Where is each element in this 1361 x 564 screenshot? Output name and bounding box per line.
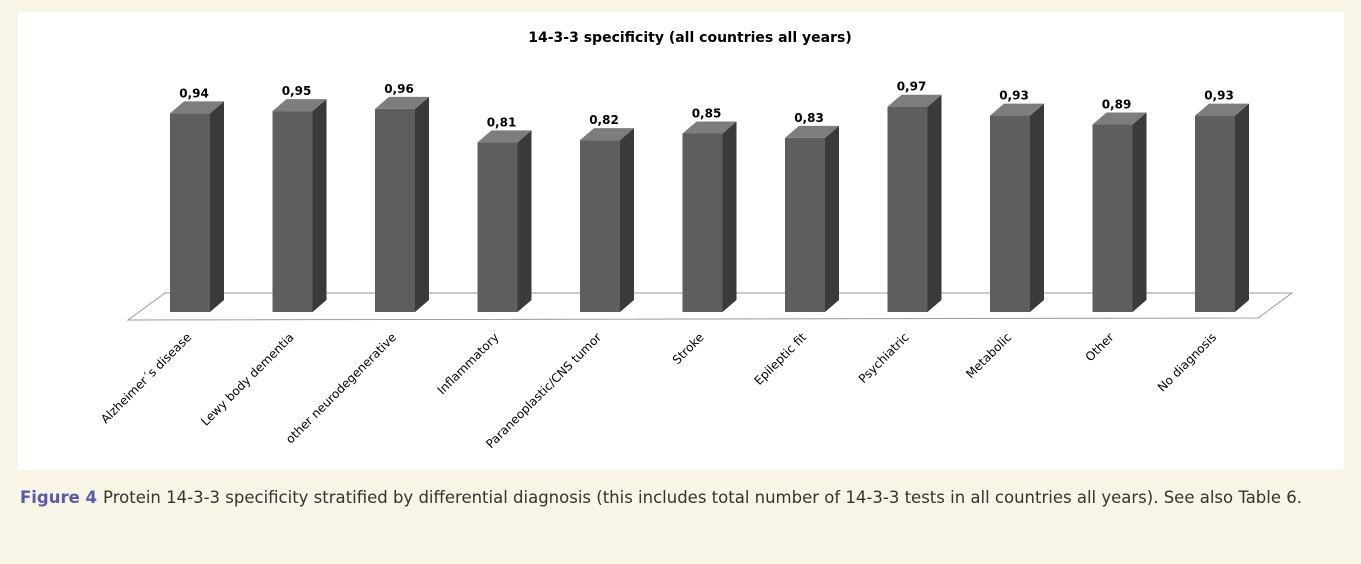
bar-side: [312, 99, 327, 313]
data-label: 0,93: [1204, 89, 1234, 103]
x-tick-label: Other: [1083, 330, 1117, 364]
bar: [785, 137, 825, 312]
bar: [375, 108, 415, 312]
bar-side: [210, 101, 224, 312]
bar-top: [990, 103, 1044, 116]
bar: [170, 113, 210, 312]
bar-top: [170, 101, 224, 114]
data-label: 0,85: [692, 106, 722, 120]
x-tick-label: No diagnosis: [1155, 330, 1219, 394]
bar-top: [887, 94, 942, 107]
bar: [1092, 124, 1133, 312]
data-label: 0,83: [794, 111, 824, 125]
x-tick-label: Alzheimer´s disease: [98, 330, 194, 426]
bar: [580, 140, 620, 312]
x-tick-label: Inflammatory: [435, 330, 502, 397]
data-label: 0,82: [589, 113, 619, 127]
data-label: 0,97: [897, 80, 927, 94]
bar: [887, 106, 928, 312]
bar-top: [1092, 112, 1147, 125]
bar-side: [927, 94, 942, 312]
bar-top: [580, 128, 634, 141]
caption-label: Figure 4: [20, 488, 98, 507]
bar-side: [620, 128, 634, 312]
data-label: 0,96: [384, 82, 414, 96]
data-label: 0,94: [179, 86, 209, 100]
bar-top: [1195, 103, 1249, 116]
bar-top: [375, 96, 429, 109]
x-tick-label: Lewy body dementia: [198, 330, 296, 428]
bar: [272, 111, 313, 313]
data-label: 0,95: [282, 84, 312, 98]
x-tick-label: other neurodegenerative: [283, 330, 399, 446]
bar: [682, 133, 723, 312]
bar-side: [722, 121, 737, 312]
bar-side: [1235, 103, 1249, 312]
x-tick-label: Psychiatric: [856, 330, 912, 386]
data-label: 0,89: [1102, 98, 1132, 112]
caption: Figure 4 Protein 14-3-3 specificity strat…: [20, 486, 1350, 510]
bar-side: [1030, 103, 1044, 312]
data-label: 0,81: [487, 115, 517, 129]
bar-side: [1132, 112, 1147, 312]
bar-top: [272, 99, 327, 112]
data-label: 0,93: [999, 89, 1029, 103]
x-tick-label: Metabolic: [963, 330, 1014, 381]
bar: [477, 142, 518, 312]
x-tick-label: Paraneoplastic/CNS tumor: [483, 330, 604, 451]
x-tick-label: Epileptic fit: [751, 330, 809, 388]
bar-side: [517, 130, 532, 312]
bar: [990, 115, 1030, 312]
bar-side: [415, 96, 429, 312]
caption-text: Protein 14-3-3 specificity stratified by…: [103, 488, 1302, 507]
chart-title: 14-3-3 specificity (all countries all ye…: [528, 30, 851, 46]
bar-top: [682, 121, 737, 134]
bar-top: [477, 130, 532, 143]
bar: [1195, 115, 1235, 312]
chart: 14-3-3 specificity (all countries all ye…: [98, 30, 1294, 451]
bar-side: [825, 125, 839, 312]
x-tick-label: Stroke: [670, 330, 707, 367]
bar-top: [785, 125, 839, 138]
